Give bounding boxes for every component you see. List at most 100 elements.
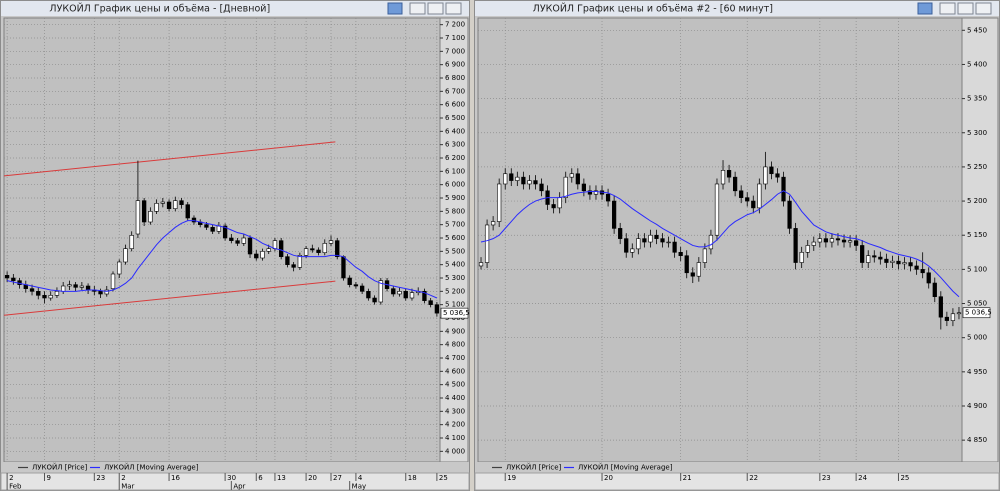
candle-body [409,292,415,299]
restore-button[interactable] [427,2,444,15]
candle-body [866,255,871,263]
candle-body [557,197,562,209]
candle-body [204,224,209,228]
y-tick-label: 5 000 [967,334,987,342]
candle-body [397,291,402,295]
candle-body [235,240,240,244]
candle-body [618,228,623,239]
candle-body [515,176,520,181]
month-label: May [352,483,366,491]
legend-band [1,462,469,473]
y-tick-label: 4 600 [445,367,465,375]
candle-body [702,248,707,263]
candle-body [98,291,103,295]
x-tick-label: 20 [308,474,317,482]
y-tick-label: 4 300 [445,407,465,415]
candle-body [67,284,72,287]
x-tick-label: 22 [749,474,758,482]
candle-body [569,173,574,178]
candle-body [587,190,593,195]
candle-body [322,243,327,253]
candle-body [781,176,786,202]
month-label: Feb [9,483,22,491]
y-tick-label: 7 100 [445,34,465,42]
candle-body [775,173,780,178]
candle-body [787,200,792,229]
candle-body [726,170,732,178]
y-tick-label: 5 100 [967,265,987,273]
y-tick-label: 5 050 [967,300,987,308]
close-button[interactable] [445,2,462,15]
restore-button[interactable] [957,2,974,15]
x-tick-label: 25 [900,474,909,482]
candle-body [372,297,377,303]
pin-button[interactable] [387,2,403,15]
candle-body [210,227,215,232]
candle-body [714,183,720,236]
candle-body [279,240,284,257]
y-tick-label: 6 400 [445,127,465,135]
candle-body [297,255,303,268]
candle-body [247,237,253,255]
y-tick-label: 5 350 [967,95,987,103]
close-button[interactable] [975,2,992,15]
candle-body [720,170,726,185]
y-tick-label: 7 000 [445,47,465,55]
candle-body [335,240,340,257]
candle-body [890,260,895,263]
x-tick-label: 20 [604,474,613,482]
candle-body [391,288,396,295]
trend-line [3,280,336,316]
y-tick-label: 6 800 [445,74,465,82]
month-label: Apr [233,483,245,491]
candle-body [896,260,901,265]
x-tick-label: 25 [439,474,448,482]
candle-body [48,295,53,299]
y-tick-label: 5 400 [967,60,987,68]
y-tick-label: 6 100 [445,167,465,175]
candle-body [185,204,190,219]
x-tick-label: 9 [46,474,50,482]
candle-body [950,313,956,321]
candle-body [148,211,153,223]
y-tick-label: 5 300 [967,129,987,137]
candle-body [428,300,433,305]
candle-body [328,240,334,244]
candle-body [678,251,683,257]
candle-body [835,238,841,241]
candle-body [648,234,653,243]
minimize-button[interactable] [939,2,956,15]
candle-body [285,256,290,265]
candle-body [129,235,134,249]
candle-body [366,291,371,299]
candle-body [630,248,635,253]
pin-button[interactable] [917,2,933,15]
candle-body [36,291,41,296]
candle-body [478,262,484,267]
candle-body [422,291,427,301]
y-tick-label: 5 250 [967,163,987,171]
candle-body [533,180,538,185]
candle-body [179,200,184,205]
minimize-button[interactable] [409,2,426,15]
candle-body [341,256,346,279]
candle-body [359,285,365,292]
window-title: ЛУКОЙЛ График цены и объёма #2 - [60 мин… [533,3,773,15]
candle-body [805,245,810,253]
candle-body [141,200,147,223]
y-tick-label: 6 700 [445,87,465,95]
candle-body [817,238,822,243]
x-axis-band [474,472,1000,491]
candle-body [310,248,315,251]
candle-body [920,269,925,274]
y-tick-label: 4 700 [445,354,465,362]
candle-body [527,180,532,185]
candle-body [347,277,352,285]
candle-body [854,240,859,246]
candle-body [902,262,907,265]
x-tick-label: 2 [9,474,13,482]
x-tick-label: 24 [858,474,867,482]
candle-body [503,173,508,185]
candle-body [539,183,544,192]
candle-body [85,285,91,291]
